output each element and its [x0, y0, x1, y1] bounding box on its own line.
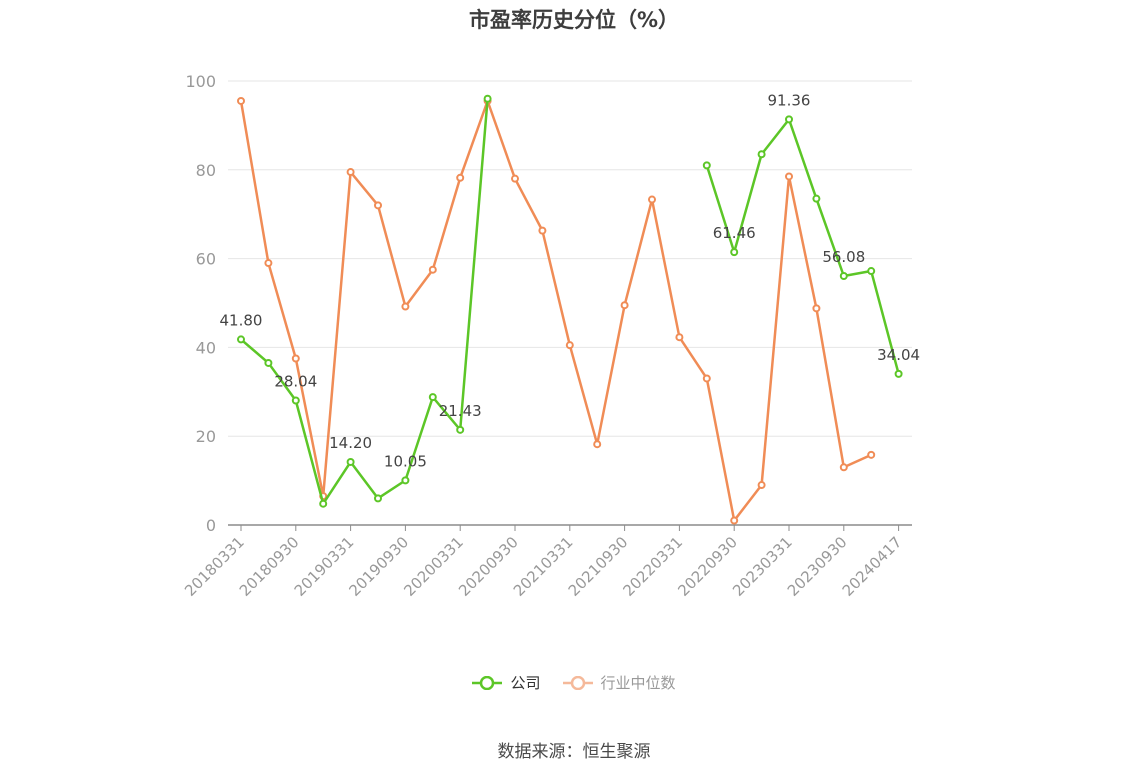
data-point-company-20180930 [291, 396, 300, 405]
data-label-company-20220930: 61.46 [713, 224, 756, 242]
data-point-company-20230930 [839, 272, 848, 281]
data-source-note: 数据来源：恒生聚源 [497, 742, 651, 762]
data-point-company-20220630 [702, 161, 711, 170]
x-tick-label-20240417: 20240417 [839, 533, 906, 600]
data-point-industry-20190930 [401, 302, 410, 311]
legend-industry-label: 行业中位数 [600, 674, 676, 692]
data-label-company-20200331: 21.43 [439, 402, 482, 420]
data-point-industry-20230630 [812, 304, 821, 313]
data-point-company-20180630 [264, 358, 273, 367]
data-point-industry-20191231 [428, 265, 437, 274]
y-tick-label-60: 60 [196, 250, 216, 269]
data-point-industry-20210930 [620, 301, 629, 310]
data-point-industry-20210331 [565, 341, 574, 350]
data-label-company-20180331: 41.80 [220, 311, 263, 329]
data-point-company-20231231 [867, 267, 876, 276]
chart-legend: 公司 行业中位数 [0, 672, 1148, 693]
data-point-industry-20220930 [730, 516, 739, 525]
data-point-company-20190630 [374, 494, 382, 503]
data-point-industry-20220331 [675, 333, 684, 342]
data-point-industry-20230331 [785, 172, 793, 181]
y-tick-label-20: 20 [196, 427, 216, 446]
data-point-company-20181231 [319, 499, 328, 508]
legend-item-industry[interactable]: 行业中位数 [562, 672, 676, 693]
data-point-company-20190331 [346, 457, 355, 466]
data-point-industry-20211231 [648, 195, 656, 204]
data-point-industry-20190331 [346, 168, 355, 177]
data-point-company-20230630 [812, 194, 821, 203]
data-point-company-20180331 [237, 335, 245, 344]
data-label-company-20240417: 34.04 [877, 346, 920, 364]
data-point-company-20240417 [894, 369, 903, 378]
chart-title: 市盈率历史分位（%） [468, 8, 680, 32]
data-point-company-20220930 [730, 248, 739, 257]
data-point-company-20200331 [456, 425, 465, 434]
data-point-company-20221231 [757, 150, 766, 159]
data-point-industry-20180331 [237, 96, 245, 105]
data-label-company-20230930: 56.08 [822, 248, 865, 266]
data-label-company-20190331: 14.20 [329, 434, 372, 452]
y-tick-label-40: 40 [196, 338, 216, 357]
y-tick-label-0: 0 [206, 516, 216, 535]
series-line-company-0 [240, 98, 489, 505]
legend-company-marker-icon [472, 675, 503, 690]
data-label-company-20230331: 91.36 [768, 91, 811, 109]
data-point-company-20191231 [428, 393, 437, 402]
data-point-industry-20231231 [867, 450, 876, 459]
data-point-industry-20190630 [374, 201, 382, 210]
legend-company-label: 公司 [510, 674, 541, 692]
series-line-company-1 [705, 118, 900, 375]
data-point-industry-20200930 [511, 174, 519, 183]
y-tick-label-100: 100 [185, 72, 216, 91]
legend-item-company[interactable]: 公司 [472, 672, 541, 693]
data-point-industry-20200331 [456, 173, 465, 182]
data-point-company-20230331 [785, 115, 793, 124]
data-point-industry-20180630 [264, 259, 273, 268]
data-label-company-20190930: 10.05 [384, 452, 427, 470]
data-point-industry-20210630 [593, 440, 602, 449]
data-point-industry-20220630 [702, 374, 711, 383]
data-point-company-20200630 [483, 94, 492, 103]
data-point-industry-20201231 [538, 226, 547, 235]
y-tick-label-80: 80 [196, 161, 216, 180]
data-point-industry-20180930 [291, 354, 300, 363]
series-line-industry-0 [239, 99, 872, 522]
legend-industry-marker-icon [562, 675, 593, 690]
data-label-company-20180930: 28.04 [274, 373, 317, 391]
data-point-industry-20230930 [839, 463, 848, 472]
data-point-industry-20221231 [757, 481, 766, 490]
data-point-company-20190930 [401, 476, 410, 485]
